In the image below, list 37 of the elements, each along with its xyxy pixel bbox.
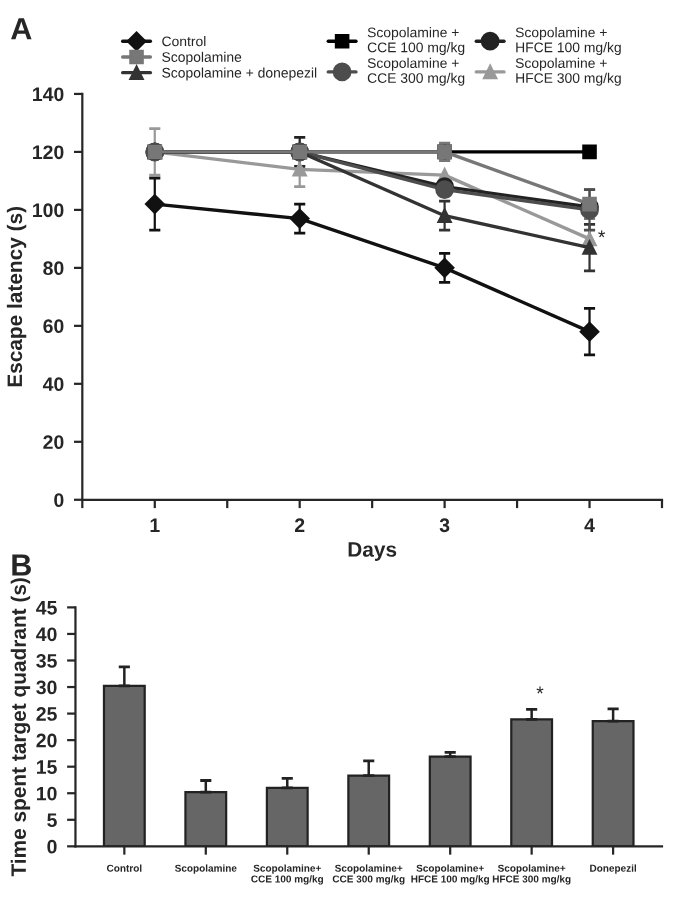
point [434,257,455,278]
y-tick-label: 25 [36,707,57,721]
y-tick-label: 35 [36,653,57,668]
y-tick-label: 5 [47,813,57,828]
text: A [11,18,32,40]
point [579,321,600,342]
x-axis-title: Days [348,542,397,561]
y-tick-label: 120 [33,145,64,160]
y-tick-label: 30 [36,680,57,695]
y-tick-label: 10 [37,786,57,801]
y-tick-label: 80 [43,261,64,276]
y-tick-label: 60 [43,319,64,334]
y-tick-label: 0 [54,493,64,508]
x-tick-label: 1 [150,518,160,532]
point [582,196,597,212]
x-tick-label: 3 [439,518,450,533]
y-axis-title: Escape latency (s) [6,206,27,387]
y-tick-label: 40 [42,377,64,392]
annotation: * [598,230,606,238]
y-tick-label: 20 [36,733,57,748]
point [582,240,597,255]
y-tick-label: 140 [33,87,64,102]
y-tick-label: 0 [47,839,57,854]
x-tick-label: 4 [584,518,595,532]
y-tick-label: 100 [33,203,64,218]
annotation: * [536,686,544,694]
text: B [12,554,31,576]
point [437,208,452,223]
point [582,144,597,160]
y-axis-title: Time spent target quadrant (s) [10,578,31,877]
y-tick-label: 20 [43,435,64,450]
point [289,208,310,229]
y-tick-label: 40 [36,627,57,642]
y-tick-label: 15 [37,760,57,774]
x-tick-label: 2 [294,518,305,532]
y-tick-label: 45 [36,601,57,615]
point [144,194,165,214]
